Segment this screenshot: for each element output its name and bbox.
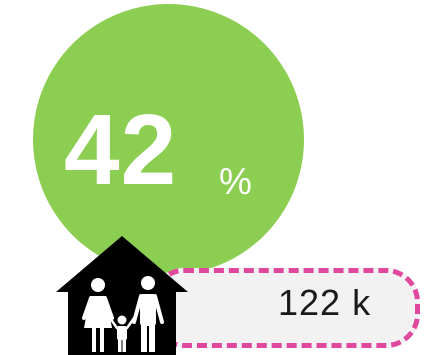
adult-figure-left	[82, 278, 114, 352]
adult-figure-right	[132, 276, 164, 352]
percentage-unit: %	[219, 161, 252, 202]
child-figure	[108, 315, 136, 352]
percentage-value: 42	[64, 94, 178, 206]
percentage-circle	[33, 4, 304, 275]
household-count-pill	[150, 268, 420, 348]
family-house-icon	[56, 236, 188, 355]
household-count: 122 k	[278, 282, 372, 323]
